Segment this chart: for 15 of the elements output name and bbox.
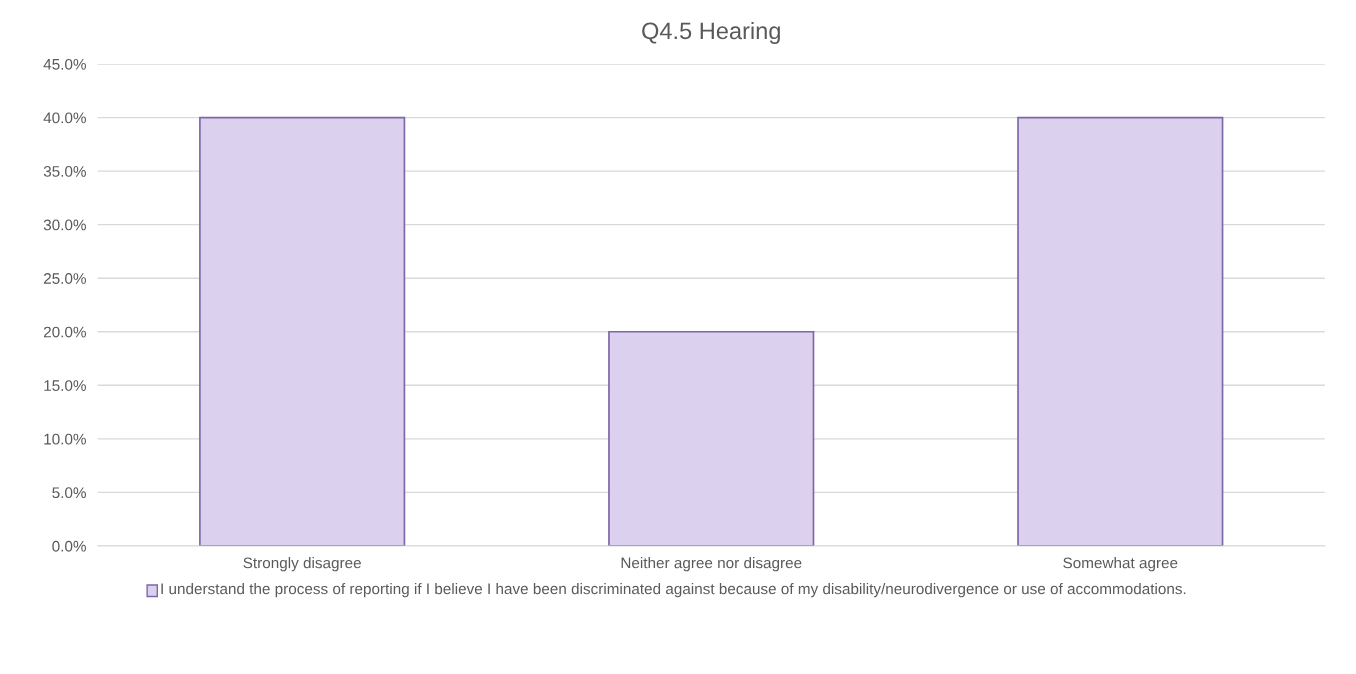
y-tick-label: 30.0%	[43, 219, 86, 231]
y-tick-label: 35.0%	[43, 165, 86, 177]
y-tick-label: 15.0%	[44, 380, 86, 391]
x-tick-label: Somewhat agree	[1063, 557, 1178, 572]
y-tick-label: 0.0%	[52, 540, 86, 552]
y-tick-label: 5.0%	[52, 487, 86, 499]
chart-title: Q4.5 Hearing	[642, 21, 780, 44]
y-tick-label: 10.0%	[44, 433, 86, 445]
y-tick-label: 20.0%	[43, 326, 86, 338]
x-tick-label: Neither agree nor disagree	[621, 557, 802, 572]
legend-label: I understand the process of reporting if I believe I have been discriminated against because of my disability/neurodivergence or use of accommodations.	[161, 583, 1186, 598]
y-tick-label: 45.0%	[43, 58, 86, 70]
y-tick-label: 25.0%	[43, 273, 86, 284]
y-tick-label: 40.0%	[43, 112, 86, 124]
x-tick-label: Strongly disagree	[243, 557, 361, 572]
